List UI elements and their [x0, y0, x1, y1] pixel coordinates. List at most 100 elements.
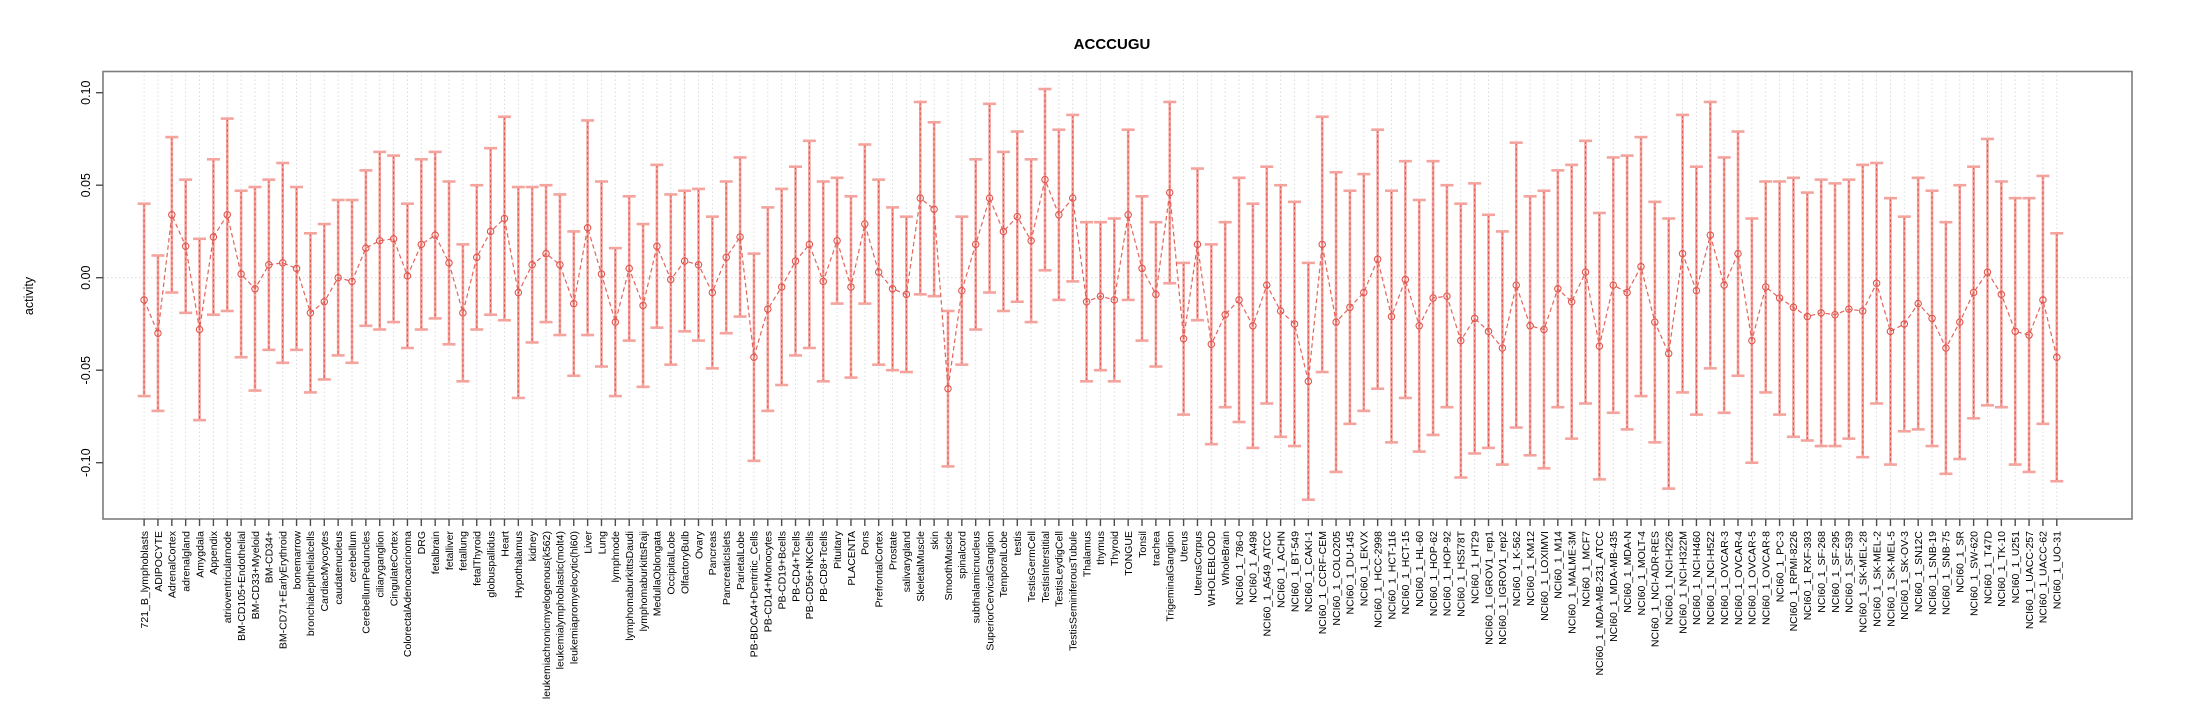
x-tick-label: BM-CD34+: [264, 531, 276, 583]
x-tick-label: NCI60_1_MALME-3M: [1566, 531, 1578, 634]
data-point: [1387, 312, 1396, 321]
data-point: [847, 283, 855, 291]
data-point: [168, 211, 176, 219]
x-tick-label: SkeletalMuscle: [915, 531, 927, 602]
x-tick-label: NCI60_1_SW-620: [1968, 531, 1980, 616]
x-tick-label: cerebellum: [347, 531, 359, 583]
data-point: [1595, 342, 1604, 350]
data-point: [1124, 211, 1132, 219]
data-point: [1997, 290, 2006, 299]
x-tick-label: NCI60_1_RPMI-8226: [1788, 531, 1800, 632]
data-point: [958, 286, 966, 295]
x-tick-label: NCI60_1_SK-MEL-28: [1858, 531, 1870, 633]
x-tick-label: thymus: [1095, 531, 1107, 565]
data-point: [154, 329, 162, 337]
data-point: [195, 325, 204, 334]
x-tick-label: NCI60_1_RXF-393: [1802, 531, 1814, 620]
x-tick-label: NCI60_1_HL-60: [1414, 531, 1426, 607]
x-tick-label: fetallung: [458, 531, 470, 571]
x-tick-label: testis: [1012, 531, 1024, 556]
data-point: [694, 260, 703, 269]
x-tick-label: Thalamus: [1081, 531, 1093, 577]
x-tick-label: NCI60_1_HCC-2998: [1372, 531, 1384, 628]
data-point: [1734, 249, 1742, 258]
data-point: [1928, 314, 1936, 323]
data-point: [1554, 285, 1562, 293]
x-tick-label: NCI60_1_SNB-19: [1927, 531, 1939, 615]
x-tick-label: ColorectalAdenocarcinoma: [402, 531, 414, 657]
data-point: [542, 249, 550, 258]
data-point: [1900, 320, 1909, 328]
y-tick-label: -0.10: [79, 448, 93, 477]
x-tick-label: DRG: [416, 531, 428, 554]
data-point: [1872, 279, 1881, 287]
data-point: [1429, 294, 1437, 302]
x-tick-label: lymphnode: [610, 531, 622, 583]
x-tick-label: NCI60_1_SNB-75: [1941, 531, 1953, 615]
data-point: [1470, 314, 1479, 323]
data-point: [999, 227, 1008, 236]
data-point: [1526, 322, 1534, 330]
data-point: [514, 288, 523, 297]
x-tick-label: NCI60_1_OVCAR-5: [1747, 531, 1759, 625]
x-tick-label: NCI60_1_NCI-ADR-RES: [1650, 531, 1662, 647]
x-tick-label: NCI60_1_PC-3: [1774, 531, 1786, 602]
data-point: [278, 259, 287, 267]
x-tick-label: UterusCorpus: [1192, 531, 1204, 596]
data-point: [791, 257, 800, 265]
x-tick-label: globuspallidus: [485, 531, 497, 598]
x-tick-label: NCI60_1_OVCAR-3: [1719, 531, 1731, 625]
data-point: [528, 260, 536, 269]
x-tick-label: NCI60_1_HT29: [1469, 531, 1481, 604]
x-tick-label: spinalcord: [957, 531, 969, 579]
data-point: [1457, 336, 1465, 345]
data-point: [500, 214, 509, 223]
data-point: [750, 353, 758, 361]
data-point: [570, 299, 578, 308]
data-point: [1013, 212, 1022, 221]
data-point: [1304, 377, 1313, 386]
x-tick-label: NCI60_1_UACC-62: [2038, 531, 2050, 623]
x-tick-label: NCI60_1_786-0: [1234, 531, 1246, 605]
data-point: [722, 253, 730, 262]
x-tick-label: PB-CD4+Tcells: [790, 531, 802, 602]
x-tick-label: NCI60_1_NCI-H460: [1691, 531, 1703, 625]
x-tick-label: NCI60_1_ACHN: [1275, 531, 1287, 608]
x-tick-label: SuperiorCervicalGanglion: [984, 531, 996, 651]
data-point: [1027, 236, 1035, 245]
data-point: [611, 318, 620, 326]
data-point: [181, 242, 190, 251]
x-tick-label: trachea: [1151, 531, 1163, 566]
x-tick-label: Pituitary: [832, 530, 844, 569]
x-tick-label: BM-CD71+EarlyErythroid: [278, 531, 290, 649]
data-point: [1221, 310, 1229, 319]
data-point: [1055, 211, 1063, 219]
x-tick-label: Tonsil: [1137, 531, 1149, 558]
data-point: [680, 257, 689, 265]
x-tick-label: NCI60_1_M14: [1553, 531, 1565, 599]
data-point: [916, 194, 925, 202]
data-point: [1179, 334, 1188, 343]
x-tick-label: NCI60_1_HS578T: [1456, 530, 1468, 616]
data-point: [985, 194, 994, 202]
data-point: [764, 305, 772, 313]
x-tick-label: NCI60_1_T47D: [1982, 531, 1994, 604]
x-tick-label: NCI60_1_UO-31: [2052, 531, 2064, 609]
data-point: [1678, 249, 1687, 258]
y-tick-label: 0.10: [79, 80, 93, 104]
data-point: [653, 242, 661, 251]
data-point: [1443, 292, 1451, 300]
data-point: [1276, 307, 1285, 315]
x-tick-label: NCI60_1_CCRF-CEM: [1317, 531, 1329, 634]
x-tick-label: WHOLEBLOOD: [1206, 531, 1218, 607]
x-tick-label: lymphomaburkittsDaudi: [624, 531, 636, 641]
x-tick-label: NCI60_1_A498: [1248, 531, 1260, 603]
x-tick-label: Pancreas: [707, 531, 719, 575]
data-point: [1886, 327, 1895, 336]
data-point: [1165, 188, 1174, 197]
x-tick-label: NCI60_1_MDA-MB-231_ATCC: [1594, 531, 1606, 676]
x-tick-label: Amygdala: [194, 531, 206, 578]
data-point: [1637, 262, 1645, 271]
x-tick-label: NCI60_1_SK-MEL-5: [1885, 531, 1897, 627]
x-tick-label: BM-CD105+Endothelial: [236, 531, 248, 641]
